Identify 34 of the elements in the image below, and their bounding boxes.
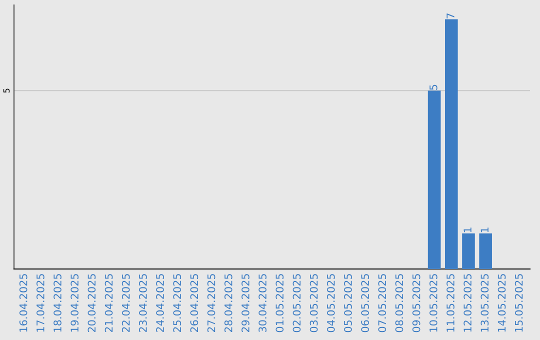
x-tick-label: 17.04.2025 (36, 274, 44, 332)
x-tick-label: 01.05.2025 (276, 274, 284, 332)
x-tick-label: 30.04.2025 (258, 274, 266, 332)
x-tick-label: 06.05.2025 (361, 274, 369, 332)
x-tick-label: 19.04.2025 (70, 274, 79, 332)
x-tick-label: 03.05.2025 (310, 274, 318, 332)
x-tick-label: 12.05.2025 (464, 274, 472, 332)
data-label: 7 (446, 14, 454, 18)
data-label: 1 (464, 228, 472, 232)
x-tick-label: 05.05.2025 (344, 274, 352, 332)
x-tick-label: 29.04.2025 (242, 274, 250, 332)
x-tick-label: 25.04.2025 (173, 274, 182, 332)
x-tick-label: 18.04.2025 (54, 274, 62, 332)
data-label: 1 (480, 228, 488, 232)
x-tick-label: 27.04.2025 (207, 274, 216, 332)
x-tick-label: 28.04.2025 (224, 274, 232, 332)
x-tick-label: 22.04.2025 (122, 274, 130, 332)
x-tick-label: 21.04.2025 (104, 274, 113, 332)
x-tick-label: 24.04.2025 (156, 274, 164, 332)
x-tick-label: 13.05.2025 (480, 274, 489, 332)
x-tick-label: 09.05.2025 (412, 274, 420, 332)
data-label: 5 (430, 84, 438, 90)
x-tick-label: 15.05.2025 (514, 274, 523, 332)
x-tick-label: 23.04.2025 (139, 274, 147, 332)
x-tick-label: 20.04.2025 (88, 274, 96, 332)
x-tick-label: 11.05.2025 (446, 274, 454, 332)
x-tick-label: 08.05.2025 (395, 274, 404, 332)
x-tick-label: 14.05.2025 (498, 274, 506, 332)
x-tick-label: 26.04.2025 (190, 274, 198, 332)
x-tick-label: 16.04.2025 (19, 274, 28, 332)
x-tick-label: 10.05.2025 (429, 274, 438, 332)
x-tick-label: 04.05.2025 (326, 274, 335, 332)
x-tick-label: 07.05.2025 (378, 274, 386, 332)
x-tick-label: 02.05.2025 (292, 274, 301, 332)
